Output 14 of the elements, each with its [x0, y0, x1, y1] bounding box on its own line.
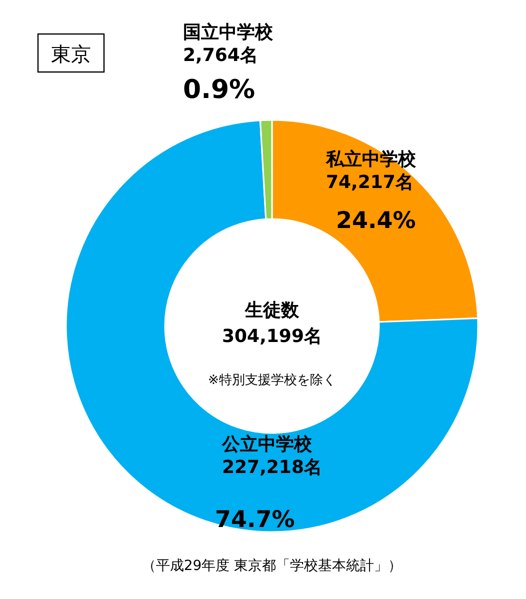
- slice-label: 国立中学校: [183, 22, 274, 43]
- data-label: 74,217名: [326, 172, 414, 193]
- data-label: 2,764名: [183, 45, 258, 66]
- text: 東京: [51, 42, 91, 66]
- text: （平成29年度 東京都「学校基本統計」）: [142, 558, 402, 574]
- text: ※特別支援学校を除く: [208, 373, 336, 388]
- donut-slice: [65, 120, 479, 533]
- text: 74.7%: [215, 507, 295, 533]
- text: 生徒数: [244, 300, 300, 321]
- text: 0.9%: [183, 75, 256, 105]
- text: 24.4%: [336, 208, 416, 234]
- text: 304,199名: [222, 326, 322, 347]
- slice-label: 公立中学校: [221, 434, 313, 455]
- data-label: 227,218名: [222, 457, 322, 478]
